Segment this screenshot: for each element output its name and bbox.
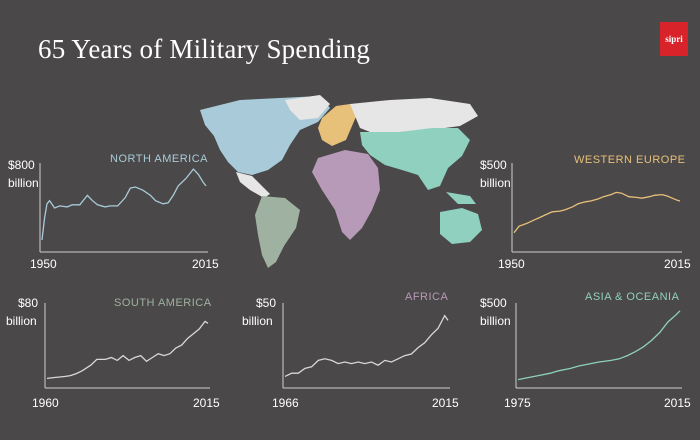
series-line-south-america <box>46 320 209 380</box>
series-line-western-europe <box>513 191 681 234</box>
map-russia <box>350 98 478 134</box>
y-label-value: $50 <box>256 296 276 310</box>
chart-title: NORTH AMERICA <box>110 153 208 165</box>
y-label-unit: billion <box>480 314 511 328</box>
x-end-label: 2015 <box>664 396 691 410</box>
chart-title: AFRICA <box>405 291 449 303</box>
series-line-africa <box>284 314 449 377</box>
sipri-logo: sipri <box>660 22 688 56</box>
map-western-europe <box>318 104 358 146</box>
chart-title: SOUTH AMERICA <box>114 297 212 309</box>
map-central-america <box>236 172 270 198</box>
x-start-label: 1960 <box>32 396 59 410</box>
chart-title: ASIA & OCEANIA <box>585 291 680 303</box>
chart-africa: AFRICA $50 billion 1966 2015 <box>242 291 459 410</box>
x-start-label: 1975 <box>504 396 531 410</box>
x-start-label: 1950 <box>30 257 57 271</box>
x-end-label: 2015 <box>192 257 219 271</box>
y-label-value: $800 <box>8 158 35 172</box>
chart-asia-oceania: ASIA & OCEANIA $500 billion 1975 2015 <box>480 291 691 410</box>
x-end-label: 2015 <box>664 257 691 271</box>
chart-western-europe: WESTERN EUROPE $500 billion 1950 2015 <box>480 154 691 271</box>
x-start-label: 1950 <box>498 257 525 271</box>
map-africa <box>312 150 380 240</box>
x-start-label: 1966 <box>272 396 299 410</box>
series-line-asia-oceania <box>517 310 681 381</box>
y-label-unit: billion <box>8 176 39 190</box>
y-label-unit: billion <box>242 314 273 328</box>
x-end-label: 2015 <box>432 396 459 410</box>
map-islands <box>446 192 476 204</box>
map-south-america <box>255 196 300 268</box>
chart-north-america: NORTH AMERICA $800 billion 1950 2015 <box>8 153 219 271</box>
y-label-unit: billion <box>480 176 511 190</box>
map-oceania <box>440 208 482 244</box>
map-greenland <box>285 95 330 120</box>
y-label-value: $500 <box>480 158 507 172</box>
page-title: 65 Years of Military Spending <box>38 34 371 64</box>
y-label-value: $500 <box>480 296 507 310</box>
y-label-value: $80 <box>18 296 38 310</box>
series-line-north-america <box>41 168 207 241</box>
x-end-label: 2015 <box>193 396 220 410</box>
y-label-unit: billion <box>6 314 37 328</box>
chart-south-america: SOUTH AMERICA $80 billion 1960 2015 <box>6 296 220 410</box>
chart-title: WESTERN EUROPE <box>574 154 686 166</box>
map-asia <box>360 128 470 190</box>
